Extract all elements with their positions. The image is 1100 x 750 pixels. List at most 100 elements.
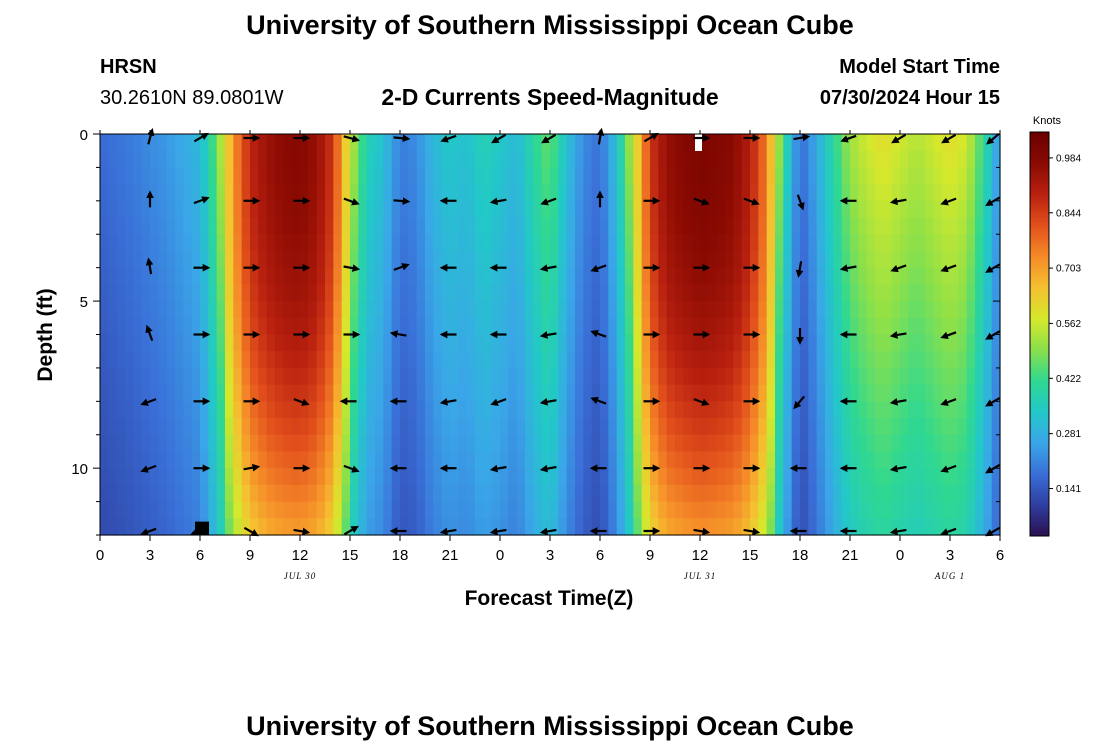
heat-cell [450, 184, 459, 202]
current-arrow [539, 464, 557, 473]
heat-cell [633, 351, 643, 369]
heat-cell [300, 250, 309, 269]
heat-cell [916, 301, 926, 319]
heat-cell [400, 367, 409, 386]
heat-cell [841, 351, 851, 369]
heat-cell [991, 301, 1001, 319]
heat-cell [700, 167, 709, 185]
heat-cell [891, 468, 901, 486]
heat-cell [441, 167, 451, 185]
heat-cell [850, 484, 859, 503]
heat-cell [225, 367, 234, 386]
heat-cell [533, 367, 543, 386]
heat-cell [641, 367, 651, 386]
heat-cell [366, 367, 376, 386]
heat-cell [658, 501, 668, 519]
heat-cell [183, 284, 193, 302]
heat-cell [125, 284, 134, 302]
heat-cell [325, 451, 334, 469]
heat-cell [900, 301, 909, 319]
heat-cell [466, 418, 476, 436]
heat-cell [533, 150, 543, 169]
heat-cell [166, 217, 176, 235]
heat-cell [116, 250, 126, 269]
heat-cell [341, 200, 351, 219]
heat-cell [966, 367, 976, 386]
heat-cell [675, 134, 684, 152]
heat-cell [341, 501, 351, 519]
heat-cell [916, 150, 926, 169]
heat-cell [441, 401, 451, 419]
heat-cell [358, 451, 368, 469]
heat-cell [833, 301, 843, 319]
heat-cell [408, 434, 418, 453]
heat-cell [441, 351, 451, 369]
heat-cell [800, 284, 809, 302]
heat-cell [700, 451, 709, 469]
heat-cell [491, 317, 501, 336]
heat-cell [808, 267, 818, 285]
heat-cell [516, 418, 526, 436]
heat-cell [316, 401, 326, 419]
heat-cell [241, 468, 251, 486]
colorbar-title: Knots [1033, 115, 1062, 127]
heat-cell [475, 200, 484, 219]
heat-cell [891, 200, 901, 219]
heat-cell [808, 384, 818, 402]
heat-cell [300, 434, 309, 453]
heat-cell [250, 384, 259, 402]
heat-cell [575, 267, 584, 285]
heat-cell [708, 384, 718, 402]
heat-cell [866, 501, 876, 519]
heat-cell [600, 468, 609, 486]
heat-cell [333, 401, 343, 419]
heat-cell [275, 301, 284, 319]
heat-cell [866, 301, 876, 319]
heat-cell [466, 184, 476, 202]
heat-cell [475, 150, 484, 169]
heat-cell [258, 167, 268, 185]
heat-cell [166, 250, 176, 269]
heat-cell [508, 267, 518, 285]
heat-cell [675, 401, 684, 419]
heat-cell [750, 367, 759, 386]
heat-cell [291, 367, 301, 386]
heat-cell [783, 317, 793, 336]
heat-cell [133, 501, 143, 519]
heat-cell [416, 401, 426, 419]
heat-cell [125, 250, 134, 269]
heat-cell [941, 217, 951, 235]
heat-cell [283, 317, 293, 336]
heat-cell [841, 451, 851, 469]
heat-cell [616, 367, 626, 386]
heat-cell [375, 301, 384, 319]
heat-cell [191, 334, 201, 352]
heat-cell [825, 184, 834, 202]
heat-cell [925, 301, 934, 319]
heat-cell [858, 351, 868, 369]
heat-cell [758, 134, 768, 152]
heat-cell [983, 434, 993, 453]
heat-cell [725, 367, 734, 386]
heat-cell [333, 184, 343, 202]
heat-cell [300, 167, 309, 185]
heat-cell [900, 134, 909, 152]
colorbar-tick-label: 0.422 [1056, 374, 1081, 385]
heat-cell [175, 217, 184, 235]
heat-cell [700, 351, 709, 369]
heat-cell [766, 234, 776, 252]
heat-cell [250, 184, 259, 202]
heat-cell [966, 217, 976, 235]
heat-cell [591, 334, 601, 352]
heat-cell [500, 250, 509, 269]
heat-cell [891, 518, 901, 536]
heat-cell [683, 501, 693, 519]
heat-cell [191, 250, 201, 269]
heat-cell [733, 301, 743, 319]
heat-cell [191, 451, 201, 469]
heat-cell [758, 418, 768, 436]
heat-cell [666, 334, 676, 352]
current-arrow [343, 197, 360, 206]
heat-cell [366, 401, 376, 419]
heat-cell [883, 167, 893, 185]
